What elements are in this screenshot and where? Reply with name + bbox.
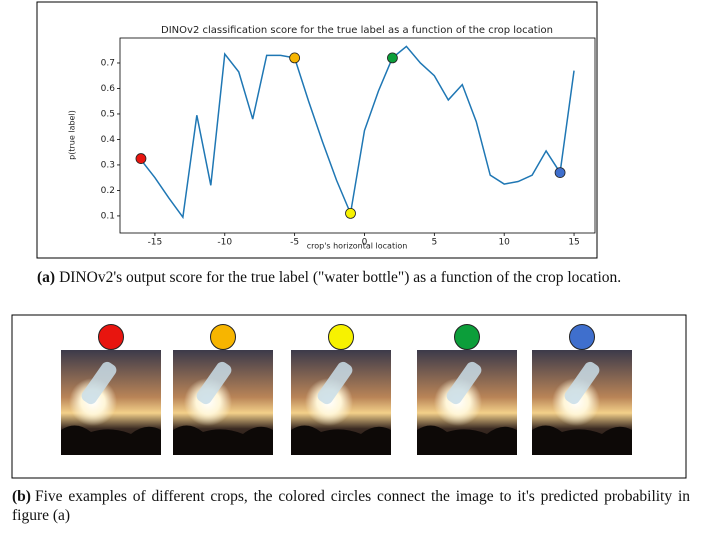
x-tick-label: 5 — [431, 238, 437, 248]
crop-image-crowd — [61, 425, 161, 455]
y-tick-label: 0.3 — [101, 160, 115, 170]
figure-frame-b — [11, 314, 687, 479]
caption-label: (b) — [12, 488, 31, 505]
crop-image-crowd — [417, 425, 517, 455]
crop-marker — [328, 324, 354, 350]
x-axis-label: crop's horizontal location — [307, 242, 408, 251]
caption-a: (a) DINOv2's output score for the true la… — [37, 268, 681, 287]
crop-image-bottle — [317, 361, 353, 405]
crop-image-crowd — [291, 425, 391, 455]
crop-marker — [98, 324, 124, 350]
highlight-point — [289, 52, 301, 64]
y-tick-label: 0.7 — [101, 58, 115, 68]
highlight-point — [554, 167, 566, 178]
crop-image-bottle — [81, 361, 117, 405]
crop-image-bottle — [196, 361, 232, 405]
x-tick-label: -15 — [148, 238, 163, 248]
crop-image-bottle — [564, 361, 600, 405]
x-tick-label: -5 — [290, 238, 299, 248]
crop-image-crowd — [532, 425, 632, 455]
caption-text: DINOv2's output score for the true label… — [59, 269, 622, 286]
x-tick-label: 0 — [362, 238, 368, 248]
crop-marker — [210, 324, 236, 350]
crop-marker — [569, 324, 595, 350]
y-tick-label: 0.5 — [101, 109, 115, 119]
crop-marker — [454, 324, 480, 350]
y-tick-label: 0.2 — [101, 186, 115, 196]
line-series — [140, 45, 575, 220]
y-tick-label: 0.6 — [101, 84, 116, 94]
caption-text: Five examples of different crops, the co… — [12, 488, 690, 524]
highlight-point — [135, 153, 147, 164]
x-tick-label: 15 — [568, 238, 579, 248]
x-tick-label: 10 — [498, 238, 510, 248]
chart-title: DINOv2 classification score for the true… — [161, 25, 553, 36]
y-tick-label: 0.4 — [101, 135, 116, 145]
crop-image-crowd — [173, 425, 273, 455]
x-tick-label: -10 — [217, 238, 232, 248]
crop-image-bottle — [446, 361, 482, 405]
highlight-point — [345, 207, 356, 219]
caption-label: (a) — [37, 269, 56, 286]
highlight-point — [387, 52, 398, 64]
axes-frame — [119, 37, 596, 234]
y-axis-label: p(true label) — [68, 110, 77, 160]
y-tick-label: 0.1 — [101, 211, 115, 221]
figure-frame-a — [36, 1, 598, 259]
caption-b: (b) Five examples of different crops, the… — [12, 487, 690, 525]
